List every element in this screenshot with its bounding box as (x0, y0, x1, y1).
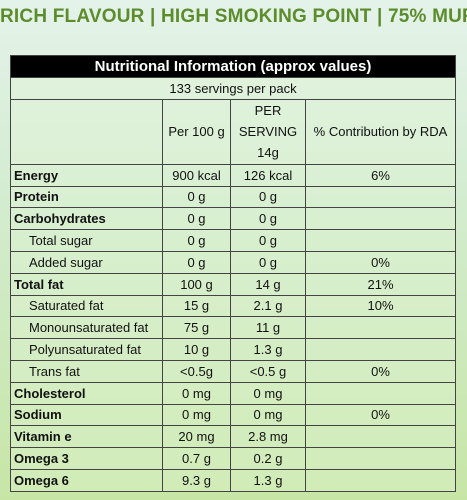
table-title: Nutritional Information (approx values) (10, 55, 456, 78)
nutrient-row: Polyunsaturated fat 10 g 1.3 g (10, 338, 456, 361)
per-100g: 0 g (162, 207, 231, 231)
per-serving: 0 g (230, 250, 306, 274)
rda: 21% (305, 272, 456, 296)
nutrient-label: Added sugar (10, 250, 163, 274)
nutrient-label: Omega 3 (10, 447, 163, 470)
per-100g: 0 g (162, 250, 231, 274)
per-100g: 20 mg (162, 425, 231, 449)
per-serving: 0 g (230, 207, 306, 231)
per-100g: 15 g (162, 294, 231, 318)
per-serving: 126 kcal (230, 163, 306, 187)
nutrient-label: Total fat (10, 272, 163, 296)
per-100g: 0 g (162, 229, 231, 252)
per-serving: 0.2 g (230, 447, 306, 470)
rda: 0% (305, 250, 456, 274)
servings-row: 133 servings per pack (10, 77, 456, 100)
rda (305, 229, 456, 252)
nutrient-label: Energy (10, 163, 163, 187)
servings: 133 servings per pack (10, 77, 456, 100)
nutrient-row: Cholesterol 0 mg 0 mg (10, 381, 456, 405)
per-100g: 9.3 g (162, 468, 231, 492)
per-100g: 900 kcal (162, 163, 231, 187)
per-100g: <0.5g (162, 359, 231, 383)
per-100g: 0 mg (162, 403, 231, 427)
per-serving: 0 mg (230, 403, 306, 427)
nutrient-row: Total fat 100 g 14 g 21% (10, 272, 456, 296)
nutrient-label: Protein (10, 185, 163, 209)
rda (305, 316, 456, 340)
per-100g: 75 g (162, 316, 231, 340)
column-header: PER SERVING 14g (230, 98, 306, 165)
nutrient-row: Energy 900 kcal 126 kcal 6% (10, 163, 456, 187)
per-100g: 0 g (162, 185, 231, 209)
nutrient-label: Polyunsaturated fat (10, 338, 163, 361)
nutrient-label: Trans fat (10, 359, 163, 383)
rda: 0% (305, 403, 456, 427)
per-100g: 0 mg (162, 381, 231, 405)
column-header: Per 100 g (162, 98, 231, 165)
column-header: % Contribution by RDA (305, 98, 456, 165)
rda (305, 381, 456, 405)
nutrient-row: Omega 3 0.7 g 0.2 g (10, 447, 456, 470)
rda: 0% (305, 359, 456, 383)
per-serving: 0 g (230, 229, 306, 252)
per-serving: 1.3 g (230, 468, 306, 492)
rda: 6% (305, 163, 456, 187)
rda (305, 447, 456, 470)
nutrient-label: Saturated fat (10, 294, 163, 318)
header-title: RICH FLAVOUR | HIGH SMOKING POINT | 75% … (0, 6, 467, 27)
per-100g: 100 g (162, 272, 231, 296)
per-100g: 0.7 g (162, 447, 231, 470)
nutrient-row: Trans fat <0.5g <0.5 g 0% (10, 359, 456, 383)
empty-cell (10, 98, 163, 165)
nutrient-row: Omega 6 9.3 g 1.3 g (10, 468, 456, 492)
per-serving: 14 g (230, 272, 306, 296)
nutrient-label: Omega 6 (10, 468, 163, 492)
rda (305, 425, 456, 449)
per-serving: 0 g (230, 185, 306, 209)
nutrition-table: Nutritional Information (approx values) … (10, 55, 456, 492)
rda (305, 207, 456, 231)
nutrient-label: Cholesterol (10, 381, 163, 405)
rda: 10% (305, 294, 456, 318)
nutrient-row: Saturated fat 15 g 2.1 g 10% (10, 294, 456, 318)
nutrient-row: Sodium 0 mg 0 mg 0% (10, 403, 456, 427)
nutrient-row: Monounsaturated fat 75 g 11 g (10, 316, 456, 340)
per-100g: 10 g (162, 338, 231, 361)
per-serving: 1.3 g (230, 338, 306, 361)
nutrient-label: Monounsaturated fat (10, 316, 163, 340)
rda (305, 338, 456, 361)
per-serving: <0.5 g (230, 359, 306, 383)
nutrient-label: Total sugar (10, 229, 163, 252)
nutrient-label: Carbohydrates (10, 207, 163, 231)
per-serving: 2.1 g (230, 294, 306, 318)
rda (305, 468, 456, 492)
per-serving: 2.8 mg (230, 425, 306, 449)
title-row: Nutritional Information (approx values) (10, 55, 456, 78)
per-serving: 11 g (230, 316, 306, 340)
nutrient-label: Sodium (10, 403, 163, 427)
header-row: Per 100 g PER SERVING 14g % Contribution… (10, 98, 456, 165)
nutrient-label: Vitamin e (10, 425, 163, 449)
nutrient-row: Vitamin e 20 mg 2.8 mg (10, 425, 456, 449)
per-serving: 0 mg (230, 381, 306, 405)
rda (305, 185, 456, 209)
